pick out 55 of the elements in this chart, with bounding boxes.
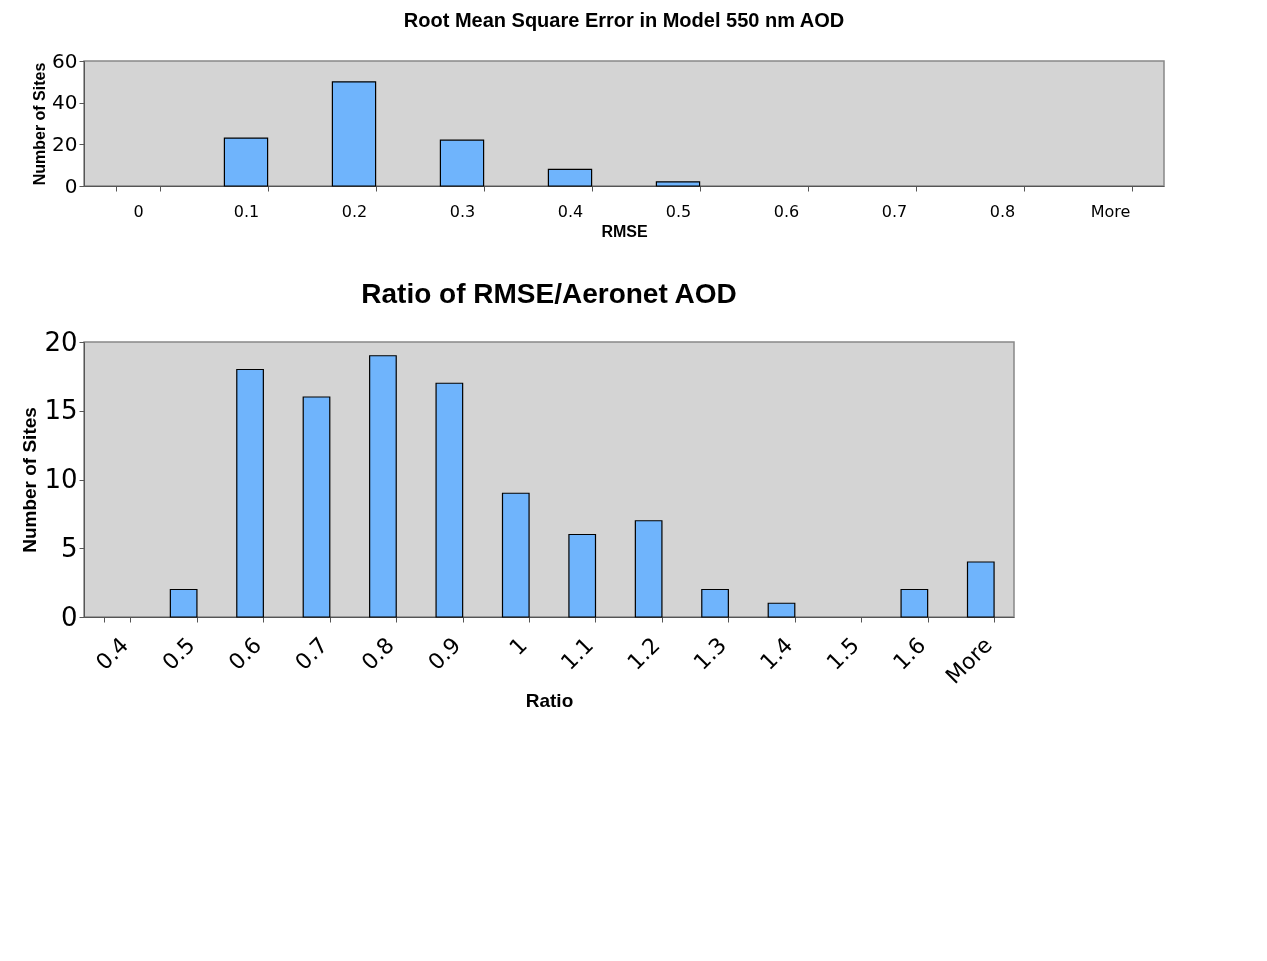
y-axis-title: Number of Sites [19,407,41,553]
bar [331,81,377,187]
x-tick-label: 0.7 [881,201,908,221]
x-axis-title: Ratio [525,689,574,711]
bar [501,492,530,618]
x-tick-label: 1.2 [622,632,665,675]
x-tick-label: 0.7 [290,632,333,675]
x-tick-label: 0.6 [223,632,267,675]
x-axis-title: RMSE [601,222,648,240]
x-tick-label: 0.1 [233,201,260,221]
x-tick-label: 1.5 [821,632,864,675]
y-tick-label: 20 [52,131,78,156]
y-tick-label: 0 [60,601,78,632]
x-tick-label: 0.5 [665,201,692,221]
bar [223,137,269,187]
x-tick-label: 1.4 [755,632,798,675]
chart-title: Root Mean Square Error in Model 550 nm AOD [403,9,845,31]
x-tick-label: 1.6 [887,632,931,675]
bar [568,533,597,618]
bar [701,588,729,618]
y-tick-label: 0 [64,173,78,198]
bar [655,181,701,187]
x-tick-label: 0.2 [341,201,368,221]
x-tick-label: 1.1 [555,632,599,675]
bar [369,355,397,618]
bar [435,382,464,618]
bar [900,588,929,618]
bar [547,168,593,187]
x-tick-label: 0.3 [449,201,476,221]
x-tick-label: 0.9 [422,632,466,675]
y-tick-label: 10 [44,464,78,494]
y-axis-title: Number of Sites [31,62,49,186]
bar [169,588,198,618]
x-tick-label: 0.4 [557,201,584,221]
bar [236,368,264,618]
x-tick-label: 0.5 [157,632,200,675]
x-tick-label: 0.4 [90,632,134,675]
bar [767,602,796,618]
x-tick-label: More [1090,201,1131,221]
bar [302,396,331,618]
x-tick-label: 1 [504,632,532,660]
chart-title: Ratio of RMSE/Aeronet AOD [361,278,737,309]
x-tick-label: 0.6 [773,201,800,221]
y-tick-label: 40 [52,90,78,115]
x-tick-label: 1.3 [688,632,732,675]
bar [634,520,663,618]
bar [966,561,995,618]
bar [439,139,485,187]
x-tick-label: 0 [133,201,144,221]
y-tick-label: 20 [44,326,78,357]
x-tick-label: 0.8 [356,632,399,675]
y-tick-label: 60 [52,48,78,73]
y-tick-label: 5 [60,532,78,563]
x-tick-label: 0.8 [989,201,1016,221]
y-tick-label: 15 [44,395,78,426]
